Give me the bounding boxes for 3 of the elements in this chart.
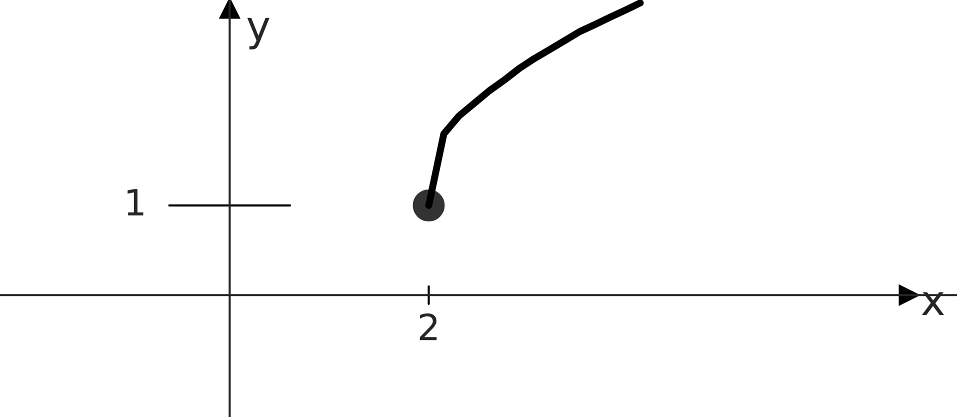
text: y [247, 18, 270, 50]
text: 1 [128, 189, 144, 216]
text: 2 [420, 313, 437, 340]
